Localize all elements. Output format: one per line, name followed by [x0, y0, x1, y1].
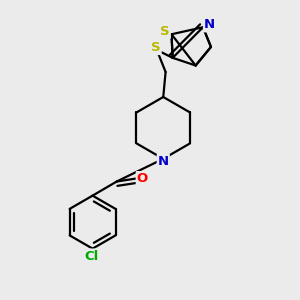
Text: N: N [158, 155, 169, 168]
Text: S: S [151, 41, 161, 54]
Text: Cl: Cl [84, 250, 98, 262]
Text: N: N [204, 18, 215, 32]
Text: O: O [137, 172, 148, 185]
Text: S: S [160, 25, 170, 38]
